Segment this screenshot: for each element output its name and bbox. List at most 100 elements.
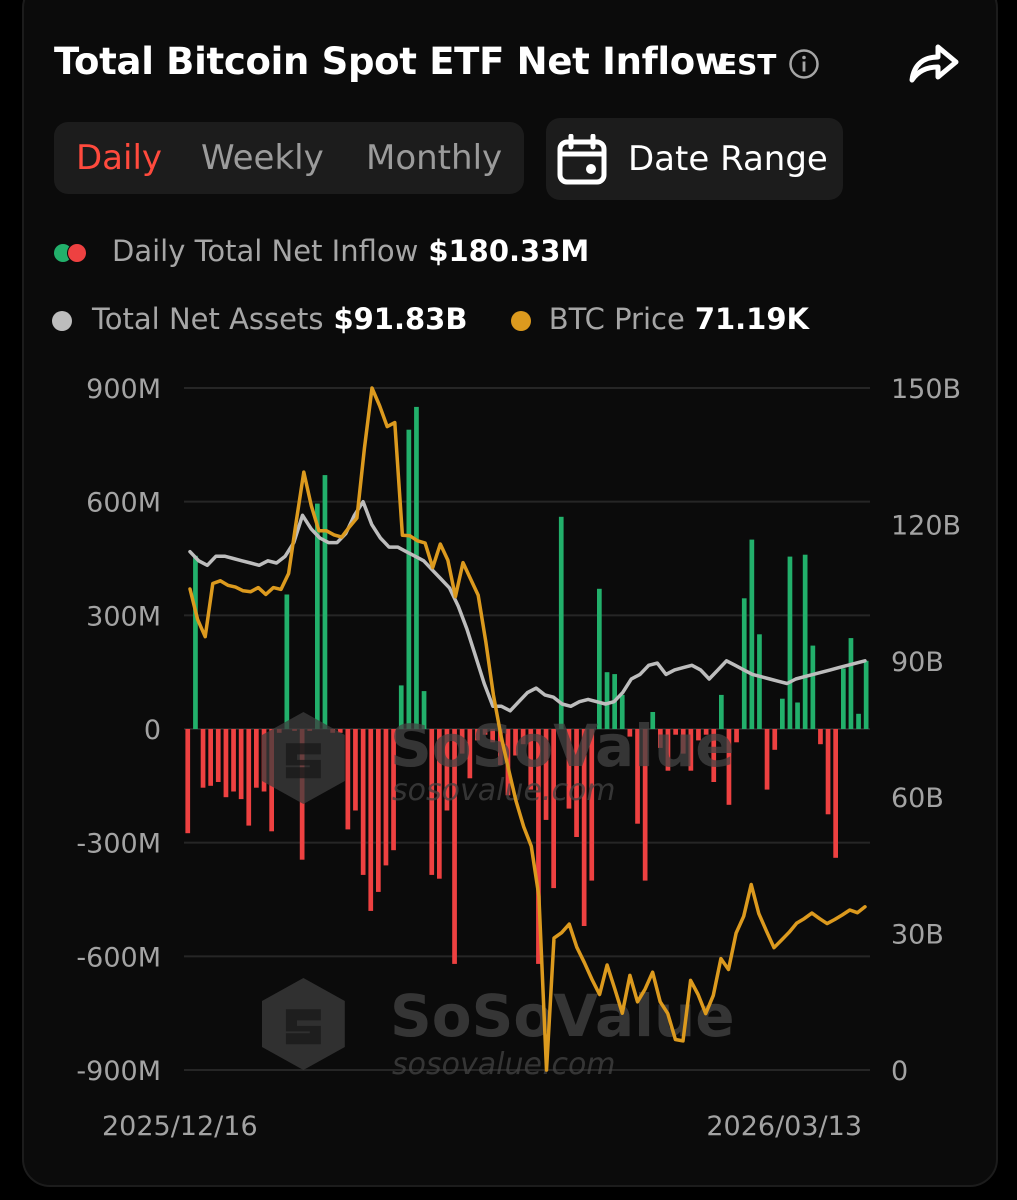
inflow-bar: [482, 729, 488, 735]
inflow-bar: [337, 729, 343, 733]
legend-price-value: 71.19K: [694, 302, 810, 336]
inflow-legend-marker: [54, 243, 87, 263]
inflow-bar: [688, 729, 694, 771]
right-tick-label: 150B: [891, 374, 961, 405]
right-tick-label: 0: [891, 1056, 908, 1087]
price-legend-dot: [510, 311, 531, 331]
tab-weekly[interactable]: Weekly: [201, 138, 324, 178]
inflow-bar: [353, 729, 358, 811]
inflow-bar: [414, 406, 419, 729]
inflow-bar: [810, 645, 816, 729]
inflow-bar: [360, 729, 366, 875]
right-tick-label: 90B: [891, 647, 944, 678]
legend-inflow: Daily Total Net Inflow $180.33M: [52, 234, 589, 268]
watermark-site: sosovalue.com: [392, 1047, 616, 1082]
watermark-brand: SoSoValue: [390, 712, 735, 780]
inflow-bar: [848, 638, 854, 729]
inflow-bar: [795, 702, 800, 729]
btc-price-line: [188, 386, 867, 1072]
inflow-bar: [284, 594, 290, 729]
watermark-s-glyph: [285, 743, 321, 779]
inflow-bar: [764, 729, 770, 790]
inflow-bar: [421, 691, 427, 729]
left-tick-label: -600M: [76, 942, 161, 973]
calendar-icon: [557, 134, 607, 185]
watermark-hexagon: [262, 978, 345, 1070]
watermark-logo-icon: [262, 712, 345, 804]
date-range-label: Date Range: [628, 139, 828, 179]
inflow-bar: [513, 729, 518, 756]
inflow-bar: [215, 729, 221, 782]
inflow-bar: [780, 698, 785, 729]
inflow-bar: [185, 729, 191, 834]
timezone-label: EST: [718, 48, 777, 81]
inflow-bar: [703, 729, 709, 735]
inflow-bar: [696, 729, 701, 741]
inflow-bar: [787, 556, 793, 729]
inflow-bar: [551, 729, 556, 889]
inflow-bar: [322, 475, 328, 729]
watermark-s-glyph: [285, 1009, 321, 1045]
period-segmented-control: Daily Weekly Monthly: [54, 122, 524, 194]
legend-inflow-label: Daily Total Net Inflow: [112, 234, 419, 268]
x-start-label: 2025/12/16: [102, 1111, 258, 1142]
share-icon[interactable]: [906, 40, 960, 86]
inflow-bar: [193, 555, 198, 729]
inflow-bar: [619, 694, 625, 729]
inflow-bar: [467, 729, 473, 779]
inflow-bar: [238, 729, 244, 800]
inflow-bar: [818, 729, 823, 745]
inflow-bar: [719, 694, 724, 729]
inflow-bar: [391, 729, 396, 851]
inflow-bar: [520, 729, 526, 745]
inflow-bar: [856, 713, 861, 729]
inflow-bar: [772, 729, 778, 750]
inflow-bar: [597, 588, 602, 729]
inflow-bar: [665, 729, 671, 771]
inflow-bar: [490, 729, 495, 743]
inflow-bar: [543, 729, 549, 820]
inflow-bar: [254, 729, 259, 788]
inflow-bar: [711, 729, 717, 782]
tab-monthly[interactable]: Monthly: [366, 138, 503, 178]
inflow-bar: [345, 729, 351, 830]
inflow-bar: [627, 729, 633, 737]
inflow-bar: [368, 729, 374, 911]
left-tick-label: -300M: [76, 829, 161, 860]
inflow-bar: [200, 729, 206, 788]
left-tick-label: 300M: [86, 601, 161, 632]
inflow-bar: [528, 729, 534, 790]
info-icon[interactable]: [788, 48, 820, 80]
watermark-logo-icon: [262, 978, 345, 1070]
inflow-bar: [658, 729, 663, 748]
left-tick-label: 900M: [86, 374, 161, 405]
inflow-bar: [604, 672, 610, 729]
inflow-bar: [589, 729, 595, 881]
inflow-bar: [581, 729, 587, 926]
assets-legend-dot: [52, 311, 72, 331]
left-tick-label: 600M: [86, 488, 161, 519]
inflow-bar: [726, 729, 732, 805]
inflow-bar: [437, 729, 442, 879]
inflow-bar: [741, 598, 747, 729]
left-tick-label: 0: [144, 715, 161, 746]
legend-assets: Total Net Assets $91.83B BTC Price 71.19K: [52, 302, 809, 336]
legend-assets-value: $91.83B: [333, 302, 468, 336]
inflow-bar: [635, 729, 640, 824]
left-tick-label: -900M: [76, 1056, 161, 1087]
inflow-bar: [246, 729, 252, 826]
right-tick-label: 60B: [891, 783, 944, 814]
inflow-bar: [406, 429, 412, 729]
inflow-bar: [536, 729, 541, 964]
date-range-button[interactable]: Date Range: [546, 118, 843, 200]
inflow-bar: [231, 729, 236, 792]
right-tick-label: 120B: [891, 510, 961, 541]
x-end-label: 2026/03/13: [706, 1111, 862, 1142]
inflow-bar: [208, 729, 213, 786]
inflow-bar: [376, 729, 381, 892]
tab-daily[interactable]: Daily: [76, 138, 163, 178]
watermark-hexagon: [262, 712, 345, 804]
page-title: Total Bitcoin Spot ETF Net Inflow: [54, 40, 729, 83]
inflow-chart[interactable]: 900M 600M 300M 0 -300M -600M -900M 150B 120B 90B 6…: [0, 360, 1017, 1160]
inflow-bar: [673, 729, 678, 735]
